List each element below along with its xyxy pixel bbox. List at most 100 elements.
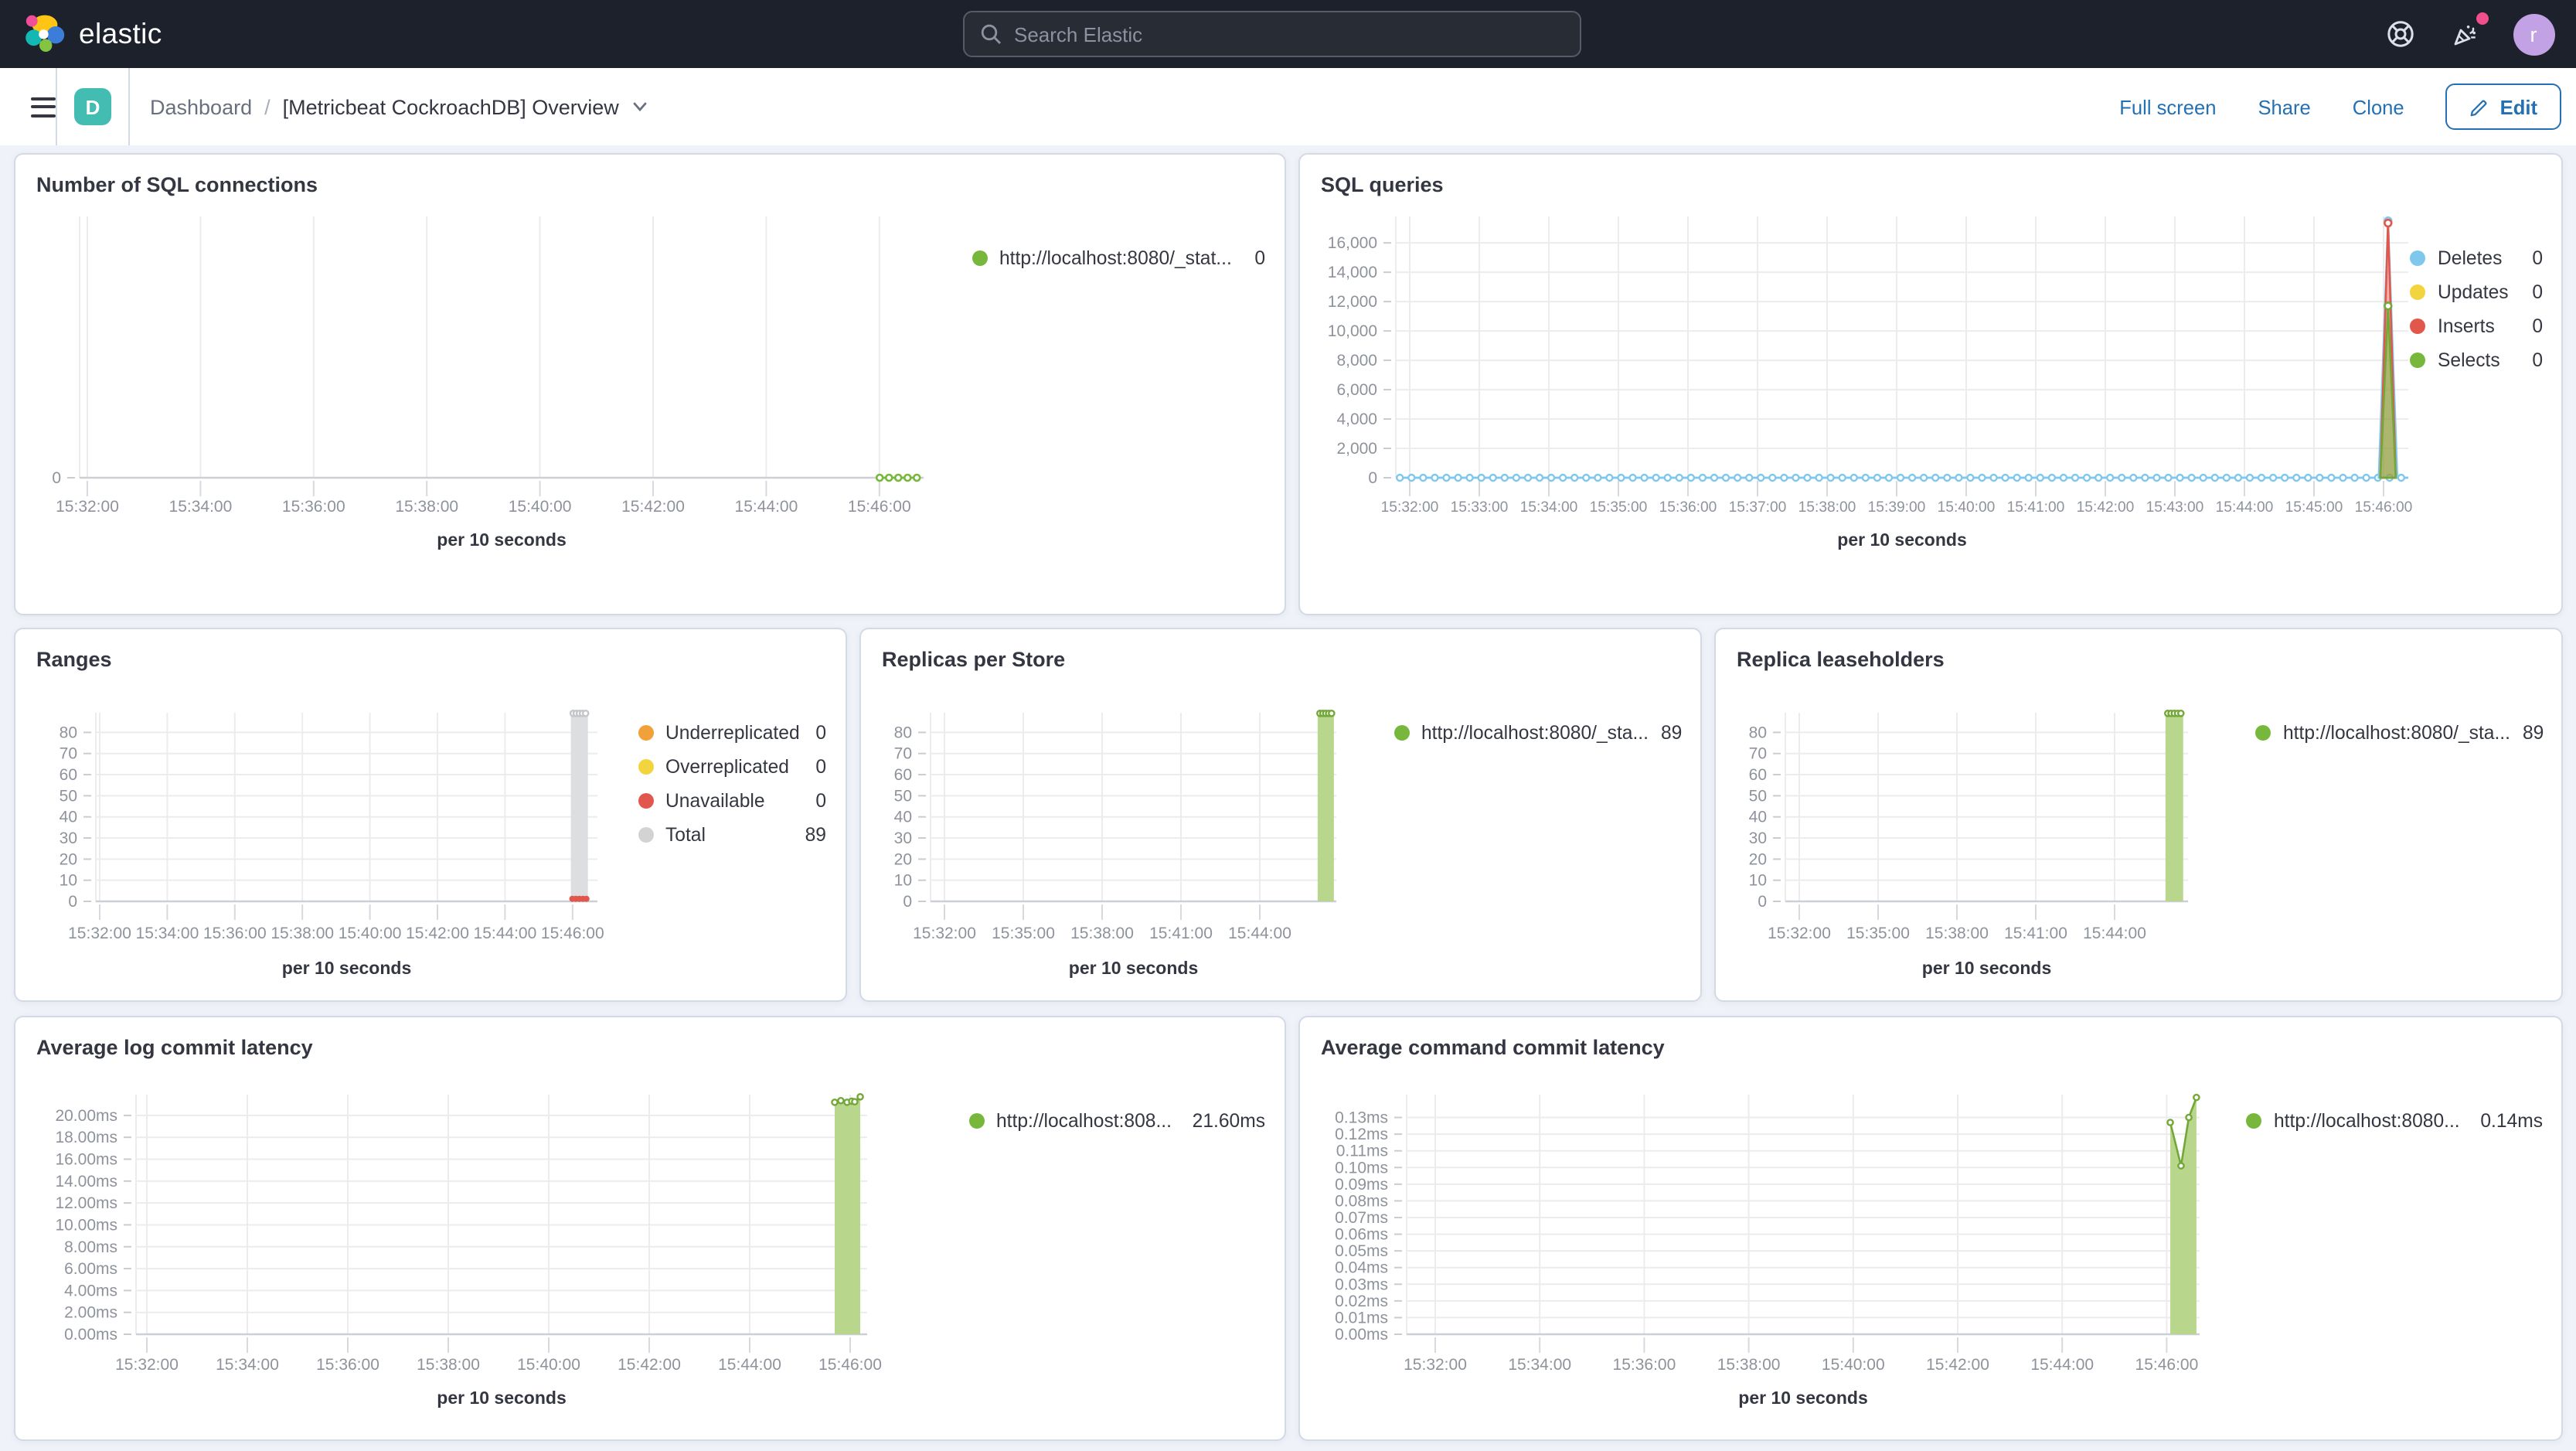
svg-text:per 10 seconds: per 10 seconds xyxy=(1068,958,1197,978)
legend-item[interactable]: Deletes 0 xyxy=(2410,241,2543,275)
legend-label: Selects xyxy=(2438,349,2500,371)
legend-item[interactable]: Overreplicated 0 xyxy=(638,750,826,784)
svg-text:12,000: 12,000 xyxy=(1327,293,1376,311)
svg-text:15:42:00: 15:42:00 xyxy=(1925,1356,1989,1374)
legend-dot xyxy=(638,793,653,809)
legend-value: 0 xyxy=(815,722,826,744)
legend-item[interactable]: Inserts 0 xyxy=(2410,309,2543,343)
svg-text:0.04ms: 0.04ms xyxy=(1334,1259,1387,1277)
divider xyxy=(56,68,57,145)
legend-item[interactable]: Selects 0 xyxy=(2410,343,2543,377)
global-search-input[interactable]: Search Elastic xyxy=(963,11,1581,57)
full-screen-button[interactable]: Full screen xyxy=(2119,95,2217,118)
legend-value: 0.14ms xyxy=(2480,1110,2543,1132)
svg-text:15:34:00: 15:34:00 xyxy=(215,1356,278,1374)
sql-queries-chart[interactable]: 15:32:00 15:33:00 15:34:00 15:35:00 15:36:00… xyxy=(1318,207,2418,566)
svg-text:14.00ms: 14.00ms xyxy=(54,1173,117,1190)
share-button[interactable]: Share xyxy=(2258,95,2311,118)
panel-title: Average command commit latency xyxy=(1321,1036,1665,1059)
svg-text:80: 80 xyxy=(59,724,77,741)
svg-text:15:32:00: 15:32:00 xyxy=(114,1356,178,1374)
newsfeed-icon[interactable] xyxy=(2448,12,2488,51)
svg-text:0.12ms: 0.12ms xyxy=(1334,1126,1387,1143)
svg-text:0: 0 xyxy=(1757,893,1766,911)
svg-text:15:41:00: 15:41:00 xyxy=(1148,925,1212,942)
svg-text:15:34:00: 15:34:00 xyxy=(135,925,199,942)
legend-value: 0 xyxy=(1254,247,1265,269)
svg-text:15:32:00: 15:32:00 xyxy=(912,925,975,942)
svg-text:15:38:00: 15:38:00 xyxy=(1924,925,1988,942)
user-avatar[interactable]: r xyxy=(2513,13,2554,55)
elastic-logo-icon xyxy=(26,15,65,52)
legend-item[interactable]: http://localhost:8080/_sta... 89 xyxy=(1393,716,1682,750)
chart-legend: http://localhost:8080/_sta... 89 xyxy=(1393,716,1682,750)
svg-text:0.11ms: 0.11ms xyxy=(1336,1143,1387,1160)
legend-item[interactable]: http://localhost:8080/_sta... 89 xyxy=(2255,716,2544,750)
elastic-logo[interactable]: elastic xyxy=(0,14,187,54)
svg-text:14,000: 14,000 xyxy=(1327,264,1376,281)
legend-value: 0 xyxy=(2532,349,2543,371)
legend-item[interactable]: http://localhost:808... 21.60ms xyxy=(968,1104,1265,1138)
panel-title: Average log commit latency xyxy=(36,1036,313,1059)
edit-button[interactable]: Edit xyxy=(2445,83,2561,130)
svg-text:15:44:00: 15:44:00 xyxy=(473,925,536,942)
help-icon[interactable] xyxy=(2383,17,2417,51)
svg-text:15:32:00: 15:32:00 xyxy=(55,498,118,516)
log-commit-latency-chart[interactable]: 15:32:00 15:34:00 15:36:00 15:38:00 15:40:00… xyxy=(33,1082,976,1425)
command-commit-latency-chart[interactable]: 15:32:00 15:34:00 15:36:00 15:38:00 15:40:00… xyxy=(1318,1082,2256,1425)
ranges-chart[interactable]: 15:32:00 15:34:00 15:36:00 15:38:00 15:40:00… xyxy=(33,694,647,997)
legend-item[interactable]: Underreplicated 0 xyxy=(638,716,826,750)
legend-item[interactable]: http://localhost:8080... 0.14ms xyxy=(2246,1104,2543,1138)
svg-text:8.00ms: 8.00ms xyxy=(63,1238,117,1256)
svg-text:15:38:00: 15:38:00 xyxy=(1070,925,1133,942)
replica-leaseholders-chart[interactable]: 15:32:00 15:35:00 15:38:00 15:41:00 15:44:00… xyxy=(1734,694,2245,997)
legend-item[interactable]: Updates 0 xyxy=(2410,275,2543,309)
svg-text:per 10 seconds: per 10 seconds xyxy=(1836,530,1965,550)
chart-legend: http://localhost:808... 21.60ms xyxy=(968,1104,1265,1138)
svg-text:15:44:00: 15:44:00 xyxy=(2030,1356,2093,1374)
chart-legend: http://localhost:8080/_stat... 0 xyxy=(972,241,1265,275)
svg-text:0.00ms: 0.00ms xyxy=(1334,1326,1387,1344)
svg-text:15:44:00: 15:44:00 xyxy=(717,1356,781,1374)
svg-text:15:40:00: 15:40:00 xyxy=(1821,1356,1884,1374)
divider xyxy=(128,68,130,145)
svg-text:15:34:00: 15:34:00 xyxy=(1519,499,1577,516)
svg-text:15:46:00: 15:46:00 xyxy=(847,498,910,516)
svg-text:40: 40 xyxy=(893,809,911,826)
legend-label: http://localhost:808... xyxy=(996,1110,1172,1132)
svg-text:15:46:00: 15:46:00 xyxy=(540,925,604,942)
svg-text:60: 60 xyxy=(1748,766,1766,784)
legend-dot xyxy=(2246,1113,2261,1129)
panel-average-command-commit-latency: Average command commit latency 15:32:00 1… xyxy=(1298,1016,2563,1441)
breadcrumb-dashboard-link[interactable]: Dashboard xyxy=(150,95,253,118)
clone-button[interactable]: Clone xyxy=(2352,95,2404,118)
legend-dot xyxy=(638,827,653,843)
svg-text:20: 20 xyxy=(1748,850,1766,868)
notification-badge xyxy=(2476,12,2488,25)
search-icon xyxy=(981,24,1001,44)
svg-text:70: 70 xyxy=(893,745,911,763)
svg-text:15:32:00: 15:32:00 xyxy=(67,925,131,942)
legend-dot xyxy=(638,725,653,741)
svg-text:0: 0 xyxy=(67,893,77,911)
legend-label: http://localhost:8080/_sta... xyxy=(2283,722,2510,744)
replicas-per-store-chart[interactable]: 15:32:00 15:35:00 15:38:00 15:41:00 15:44:00… xyxy=(879,694,1401,997)
dashboard-badge[interactable]: D xyxy=(74,88,111,125)
svg-text:0.07ms: 0.07ms xyxy=(1334,1209,1387,1227)
legend-dot xyxy=(2410,353,2425,368)
svg-text:16.00ms: 16.00ms xyxy=(54,1151,117,1169)
menu-icon[interactable] xyxy=(0,68,56,145)
svg-text:per 10 seconds: per 10 seconds xyxy=(436,530,565,550)
legend-item[interactable]: Unavailable 0 xyxy=(638,784,826,818)
header-actions: r xyxy=(2383,0,2554,68)
svg-text:0.00ms: 0.00ms xyxy=(63,1326,117,1344)
chevron-down-icon[interactable] xyxy=(631,97,650,116)
sql-connections-chart[interactable]: 15:32:00 15:34:00 15:36:00 15:38:00 15:40:00… xyxy=(33,207,976,566)
legend-item[interactable]: http://localhost:8080/_stat... 0 xyxy=(972,241,1265,275)
svg-text:15:35:00: 15:35:00 xyxy=(1846,925,1909,942)
svg-text:0: 0 xyxy=(902,893,911,911)
search-placeholder: Search Elastic xyxy=(1014,22,1143,46)
svg-text:10.00ms: 10.00ms xyxy=(54,1216,117,1234)
legend-value: 0 xyxy=(2532,315,2543,337)
legend-item[interactable]: Total 89 xyxy=(638,818,826,852)
